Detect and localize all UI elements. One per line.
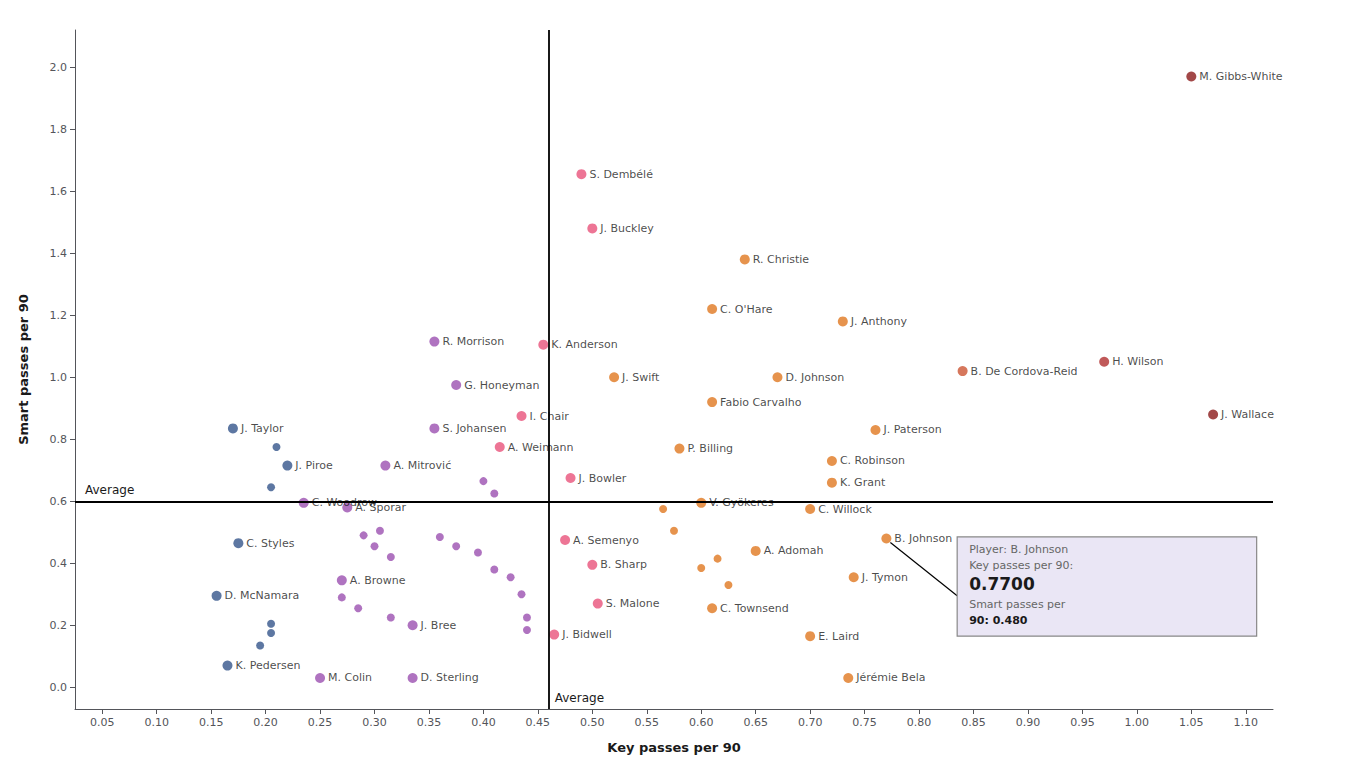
svg-text:0.15: 0.15 [199, 716, 224, 729]
svg-text:M. Gibbs-White: M. Gibbs-White [1199, 70, 1283, 83]
svg-text:0.25: 0.25 [308, 716, 333, 729]
svg-text:1.6: 1.6 [50, 185, 68, 198]
svg-text:1.2: 1.2 [50, 309, 68, 322]
svg-text:B. Sharp: B. Sharp [600, 558, 647, 571]
svg-text:Fabio Carvalho: Fabio Carvalho [720, 396, 802, 409]
svg-text:2.0: 2.0 [50, 61, 68, 74]
svg-text:0.10: 0.10 [144, 716, 169, 729]
svg-text:S. Malone: S. Malone [606, 597, 660, 610]
svg-text:0.0: 0.0 [50, 681, 68, 694]
svg-text:0.7700: 0.7700 [969, 574, 1035, 594]
svg-text:0.05: 0.05 [90, 716, 115, 729]
svg-text:J. Tymon: J. Tymon [861, 571, 908, 584]
svg-text:Smart passes per: Smart passes per [969, 598, 1066, 611]
svg-text:R. Christie: R. Christie [753, 253, 810, 266]
svg-text:0.95: 0.95 [1070, 716, 1095, 729]
svg-text:Key passes per 90:: Key passes per 90: [969, 559, 1073, 572]
svg-text:0.6: 0.6 [50, 495, 68, 508]
svg-text:G. Honeyman: G. Honeyman [464, 379, 539, 392]
svg-text:J. Bree: J. Bree [420, 619, 457, 632]
svg-text:0.20: 0.20 [253, 716, 278, 729]
svg-text:1.10: 1.10 [1234, 716, 1259, 729]
svg-text:J. Swift: J. Swift [621, 371, 660, 384]
svg-text:I. Chair: I. Chair [529, 409, 569, 423]
svg-text:0.45: 0.45 [526, 716, 551, 729]
svg-text:1.05: 1.05 [1179, 716, 1204, 729]
svg-text:C. Willock: C. Willock [818, 503, 872, 516]
svg-text:J. Buckley: J. Buckley [599, 222, 654, 235]
svg-text:90: 0.480: 90: 0.480 [969, 614, 1028, 627]
svg-text:J. Bidwell: J. Bidwell [561, 628, 612, 641]
svg-text:C. Robinson: C. Robinson [840, 454, 905, 467]
svg-text:V. Gyökeres: V. Gyökeres [709, 496, 774, 510]
svg-text:Jérémie Bela: Jérémie Bela [855, 671, 925, 684]
svg-text:0.50: 0.50 [580, 716, 605, 729]
svg-text:1.8: 1.8 [50, 123, 68, 136]
svg-text:C. Townsend: C. Townsend [720, 602, 789, 615]
svg-text:D. Sterling: D. Sterling [421, 671, 479, 684]
svg-text:0.40: 0.40 [471, 716, 496, 729]
svg-text:B. Johnson: B. Johnson [894, 532, 952, 545]
svg-text:Average: Average [555, 691, 604, 705]
svg-text:0.80: 0.80 [907, 716, 932, 729]
svg-text:0.60: 0.60 [689, 716, 714, 729]
svg-text:J. Wallace: J. Wallace [1220, 408, 1274, 421]
svg-text:0.70: 0.70 [798, 716, 823, 729]
svg-text:D. McNamara: D. McNamara [225, 589, 300, 602]
svg-text:K. Grant: K. Grant [840, 476, 886, 489]
svg-text:K. Pedersen: K. Pedersen [235, 659, 300, 672]
svg-text:J. Paterson: J. Paterson [882, 423, 941, 436]
svg-text:Smart passes per 90: Smart passes per 90 [16, 294, 31, 445]
svg-text:J. Piroe: J. Piroe [294, 459, 333, 472]
svg-text:S. Dembélé: S. Dembélé [589, 168, 653, 181]
svg-text:C. Styles: C. Styles [246, 537, 294, 550]
svg-text:C. Woodrow: C. Woodrow [311, 496, 378, 510]
svg-text:R. Morrison: R. Morrison [442, 335, 504, 348]
svg-text:0.30: 0.30 [362, 716, 387, 729]
svg-text:J. Bowler: J. Bowler [578, 472, 627, 485]
svg-text:P. Billing: P. Billing [687, 442, 733, 455]
svg-text:1.00: 1.00 [1125, 716, 1150, 729]
svg-text:H. Wilson: H. Wilson [1112, 355, 1163, 368]
svg-text:J. Taylor: J. Taylor [240, 422, 284, 435]
svg-text:A. Adomah: A. Adomah [764, 544, 824, 557]
svg-text:1.0: 1.0 [50, 371, 68, 384]
svg-text:0.85: 0.85 [961, 716, 986, 729]
svg-text:E. Laird: E. Laird [818, 630, 859, 643]
svg-text:0.90: 0.90 [1016, 716, 1041, 729]
svg-text:M. Colin: M. Colin [328, 671, 372, 684]
svg-text:A. Semenyo: A. Semenyo [573, 534, 639, 547]
svg-text:0.8: 0.8 [50, 433, 68, 446]
svg-text:Player: B. Johnson: Player: B. Johnson [969, 543, 1068, 556]
svg-text:K. Anderson: K. Anderson [551, 338, 617, 351]
svg-text:C. O'Hare: C. O'Hare [720, 303, 773, 316]
svg-text:0.4: 0.4 [50, 557, 68, 570]
svg-text:0.35: 0.35 [417, 716, 442, 729]
svg-text:Key passes per 90: Key passes per 90 [607, 740, 740, 755]
svg-text:A. Weimann: A. Weimann [508, 441, 574, 454]
svg-text:0.75: 0.75 [852, 716, 877, 729]
svg-text:A. Mitrović: A. Mitrović [393, 459, 451, 472]
svg-text:D. Johnson: D. Johnson [785, 371, 844, 384]
svg-text:A. Šporar: A. Šporar [355, 501, 407, 514]
svg-text:J. Anthony: J. Anthony [850, 315, 908, 328]
svg-text:Average: Average [85, 483, 134, 497]
svg-text:1.4: 1.4 [50, 247, 68, 260]
svg-text:B. De Cordova-Reid: B. De Cordova-Reid [971, 365, 1078, 378]
svg-text:A. Browne: A. Browne [350, 574, 406, 587]
svg-text:0.65: 0.65 [743, 716, 768, 729]
svg-text:0.2: 0.2 [50, 619, 68, 632]
svg-text:S. Johansen: S. Johansen [442, 422, 506, 435]
svg-text:0.55: 0.55 [635, 716, 660, 729]
